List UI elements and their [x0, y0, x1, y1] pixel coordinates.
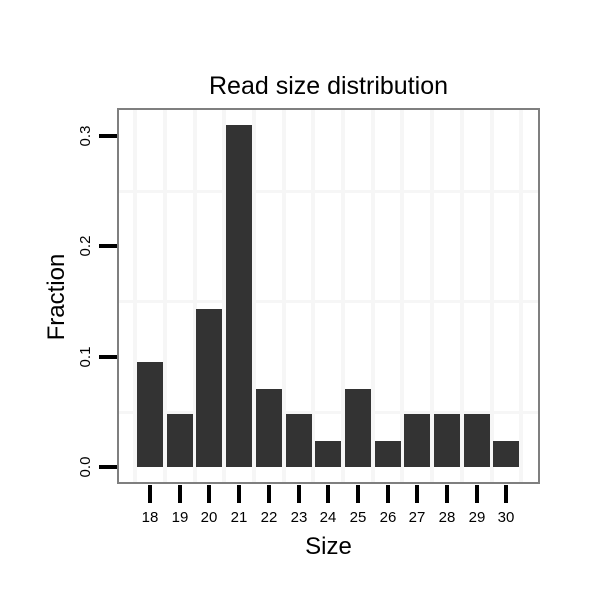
- x-tick-label: 22: [260, 509, 278, 526]
- x-tick-label: 24: [319, 509, 337, 526]
- x-axis-tick: [148, 485, 152, 503]
- gridline-vertical: [519, 110, 523, 482]
- bar-size-20: [196, 309, 222, 467]
- x-tick-label: 21: [230, 509, 248, 526]
- x-tick-label: 19: [171, 509, 189, 526]
- x-axis-tick: [297, 485, 301, 503]
- x-tick-label: 23: [290, 509, 308, 526]
- x-tick-label: 25: [349, 509, 367, 526]
- gridline-vertical: [252, 110, 256, 482]
- x-tick-label: 18: [141, 509, 159, 526]
- x-tick-label: 28: [438, 509, 456, 526]
- gridline-vertical: [282, 110, 286, 482]
- gridline-vertical: [311, 110, 315, 482]
- gridline-vertical: [400, 110, 404, 482]
- gridline-horizontal: [119, 300, 538, 303]
- x-tick-label: 30: [497, 509, 515, 526]
- bar-size-30: [493, 441, 519, 467]
- gridline-vertical: [371, 110, 375, 482]
- bar-size-25: [345, 389, 371, 467]
- gridline-horizontal: [119, 411, 538, 414]
- bar-size-18: [137, 362, 163, 467]
- x-axis-tick: [326, 485, 330, 503]
- gridline-horizontal: [119, 190, 538, 193]
- gridline-vertical: [341, 110, 345, 482]
- x-axis-label: Size: [305, 533, 352, 560]
- x-axis-tick: [267, 485, 271, 503]
- y-tick-label: 0.1: [77, 346, 94, 368]
- y-axis-tick: [99, 465, 117, 469]
- gridline-vertical: [460, 110, 464, 482]
- bar-size-21: [226, 125, 252, 467]
- x-axis-tick: [237, 485, 241, 503]
- gridline-vertical: [163, 110, 167, 482]
- x-axis-tick: [386, 485, 390, 503]
- bar-size-26: [375, 441, 401, 467]
- gridline-vertical: [133, 110, 137, 482]
- chart-title: Read size distribution: [208, 72, 448, 100]
- gridline-vertical: [222, 110, 226, 482]
- plot-area: [119, 110, 538, 482]
- y-tick-label: 0.2: [77, 235, 94, 257]
- x-tick-label: 26: [379, 509, 397, 526]
- gridline-vertical: [193, 110, 197, 482]
- x-axis-tick: [504, 485, 508, 503]
- y-tick-label: 0.0: [77, 456, 94, 478]
- x-axis-tick: [415, 485, 419, 503]
- y-axis-label: Fraction: [43, 253, 70, 341]
- bar-size-22: [256, 389, 282, 467]
- x-tick-label: 29: [468, 509, 486, 526]
- bar-size-23: [286, 414, 312, 467]
- x-axis-tick: [475, 485, 479, 503]
- gridline-vertical: [490, 110, 494, 482]
- y-axis-tick: [99, 355, 117, 359]
- x-axis-tick: [207, 485, 211, 503]
- gridline-vertical: [430, 110, 434, 482]
- bar-size-24: [315, 441, 341, 467]
- x-axis-tick: [356, 485, 360, 503]
- x-tick-label: 20: [200, 509, 218, 526]
- bar-size-19: [167, 414, 193, 467]
- bar-size-27: [404, 414, 430, 467]
- bar-size-29: [464, 414, 490, 467]
- bar-size-28: [434, 414, 460, 467]
- x-axis-tick: [178, 485, 182, 503]
- y-tick-label: 0.3: [77, 125, 94, 147]
- y-axis-tick: [99, 244, 117, 248]
- y-axis-tick: [99, 134, 117, 138]
- x-tick-label: 27: [408, 509, 426, 526]
- x-axis-tick: [445, 485, 449, 503]
